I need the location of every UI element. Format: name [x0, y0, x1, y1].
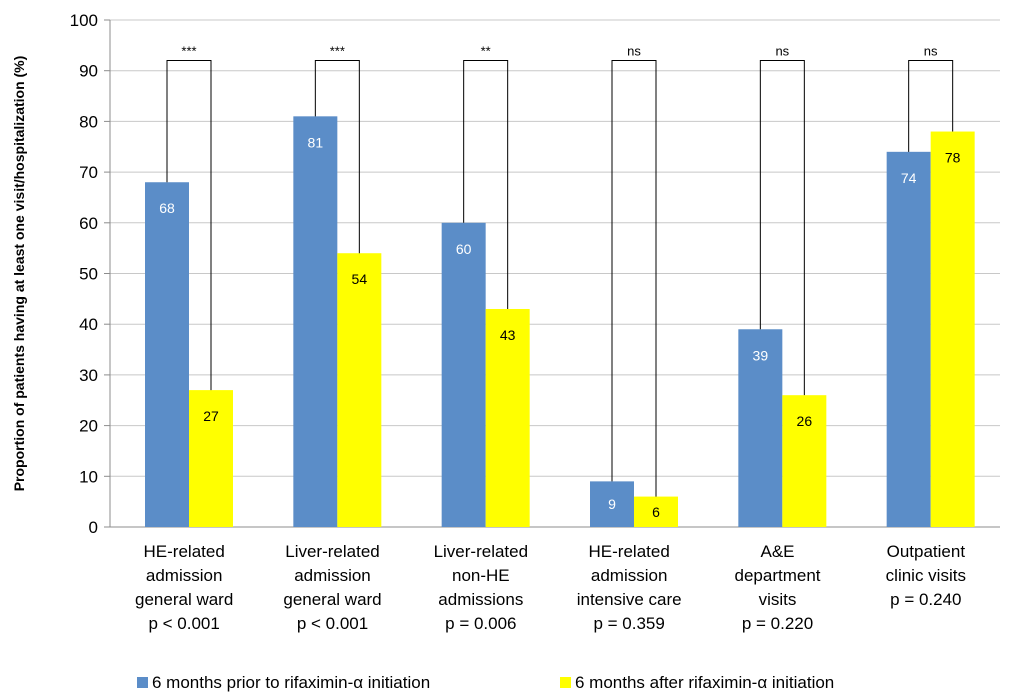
y-tick-label: 40	[79, 315, 98, 334]
bar	[293, 116, 338, 527]
category-label-line: A&E	[760, 542, 794, 561]
y-tick-label: 50	[79, 265, 98, 284]
y-tick-label: 100	[70, 11, 98, 30]
significance-bracket	[759, 60, 805, 396]
category-label-line: p < 0.001	[297, 614, 368, 633]
y-axis-label: Proportion of patients having at least o…	[11, 56, 27, 492]
significance-bracket	[463, 60, 509, 309]
data-label: 81	[308, 134, 324, 150]
category-label-line: p = 0.240	[890, 590, 961, 609]
data-label: 9	[608, 496, 616, 512]
y-tick-label: 80	[79, 112, 98, 131]
data-label: 54	[352, 271, 368, 287]
bar	[145, 182, 189, 528]
y-tick-label: 10	[79, 467, 98, 486]
significance-brackets: *** *** ** ns ns ns	[166, 44, 954, 497]
y-tick-label: 30	[79, 366, 98, 385]
category-label-line: general ward	[135, 590, 233, 609]
legend-swatch	[137, 677, 148, 688]
significance-label: **	[481, 44, 491, 59]
bar	[738, 329, 783, 527]
data-label: 43	[500, 327, 516, 343]
y-tick-label: 0	[89, 518, 98, 537]
data-label: 26	[797, 413, 813, 429]
category-label-line: general ward	[283, 590, 381, 609]
legend-label: 6 months prior to rifaximin-α initiation	[152, 673, 430, 692]
bar	[590, 481, 634, 527]
category-label-line: admission	[294, 566, 371, 585]
significance-label: ***	[181, 44, 196, 59]
bar	[441, 222, 486, 528]
category-label-line: Liver-related	[285, 542, 380, 561]
bar	[886, 151, 931, 527]
bar	[634, 496, 678, 527]
bar	[189, 390, 233, 527]
significance-bracket	[908, 60, 954, 152]
category-label-line: department	[735, 566, 821, 585]
data-label: 39	[753, 347, 769, 363]
bar	[930, 131, 975, 528]
data-label: 68	[159, 200, 175, 216]
data-label: 74	[901, 170, 917, 186]
significance-label: ns	[627, 44, 641, 59]
category-label-line: Liver-related	[434, 542, 529, 561]
gridlines	[104, 19, 1000, 528]
category-label-line: p = 0.359	[593, 614, 664, 633]
bar	[782, 395, 827, 527]
category-label-line: Outpatient	[887, 542, 966, 561]
y-axis-ticks: 0 10 20 30 40 50 60 70 80 90 100	[70, 11, 98, 537]
category-label-line: admissions	[438, 590, 523, 609]
bar	[485, 308, 530, 527]
legend-swatch	[560, 677, 571, 688]
category-label-line: p = 0.220	[742, 614, 813, 633]
category-label-line: intensive care	[577, 590, 682, 609]
legend-label: 6 months after rifaximin-α initiation	[575, 673, 834, 692]
y-tick-label: 20	[79, 417, 98, 436]
category-labels: HE-related admission general ward p < 0.001…	[135, 542, 966, 633]
bar	[337, 253, 382, 527]
significance-bracket	[166, 60, 212, 391]
category-label-line: p < 0.001	[148, 614, 219, 633]
data-label: 60	[456, 241, 472, 257]
category-label-line: HE-related	[589, 542, 670, 561]
significance-label: ns	[775, 44, 789, 59]
significance-label: ns	[924, 44, 938, 59]
y-tick-label: 90	[79, 62, 98, 81]
data-label: 6	[652, 504, 660, 520]
significance-bracket	[314, 60, 360, 254]
category-label-line: non-HE	[452, 566, 510, 585]
category-label-line: p = 0.006	[445, 614, 516, 633]
category-label-line: admission	[591, 566, 668, 585]
data-label: 27	[203, 408, 219, 424]
y-tick-label: 70	[79, 163, 98, 182]
bars: 68 27 81 54 60 43 9 6 39 26 74 78	[145, 116, 975, 528]
category-label-line: admission	[146, 566, 223, 585]
significance-label: ***	[330, 44, 345, 59]
significance-bracket	[611, 60, 657, 497]
category-label-line: HE-related	[144, 542, 225, 561]
y-tick-label: 60	[79, 214, 98, 233]
category-label-line: visits	[759, 590, 797, 609]
data-label: 78	[945, 150, 961, 166]
legend: 6 months prior to rifaximin-α initiation…	[137, 673, 834, 692]
category-label-line: clinic visits	[886, 566, 966, 585]
